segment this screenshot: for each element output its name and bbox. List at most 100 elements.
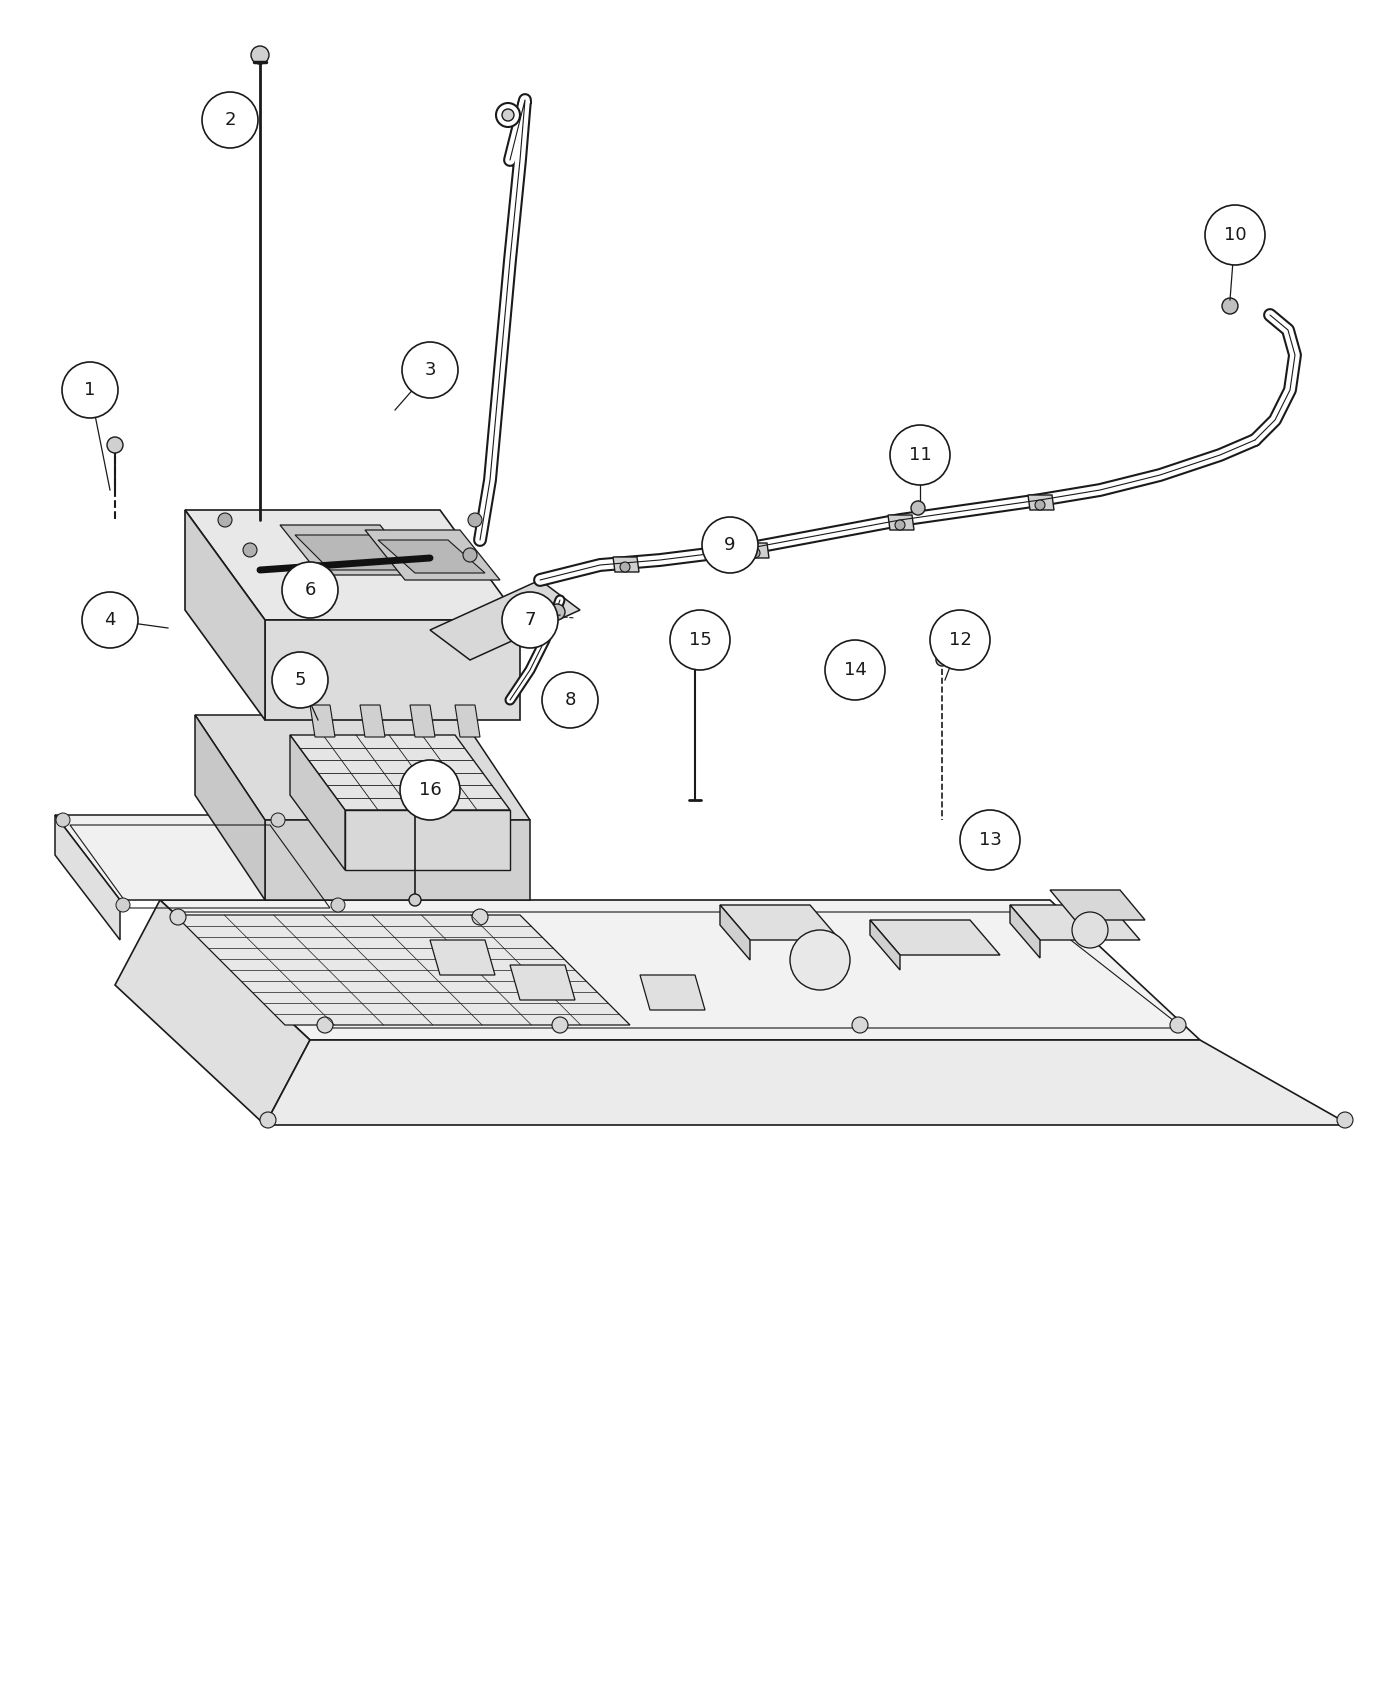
Text: 9: 9	[724, 536, 736, 554]
Circle shape	[409, 894, 421, 906]
Circle shape	[316, 1017, 333, 1034]
Polygon shape	[280, 525, 420, 575]
Circle shape	[890, 425, 951, 484]
Text: 16: 16	[419, 780, 441, 799]
Polygon shape	[613, 558, 638, 571]
Polygon shape	[185, 510, 519, 620]
Circle shape	[960, 809, 1021, 870]
Polygon shape	[743, 542, 769, 558]
Polygon shape	[265, 620, 519, 721]
Text: 4: 4	[104, 610, 116, 629]
Polygon shape	[869, 920, 1000, 955]
Polygon shape	[290, 734, 510, 809]
Polygon shape	[720, 904, 840, 940]
Text: 2: 2	[224, 110, 235, 129]
Polygon shape	[195, 716, 265, 899]
Polygon shape	[378, 541, 484, 573]
Text: 13: 13	[979, 831, 1001, 848]
Circle shape	[463, 547, 477, 563]
Circle shape	[1072, 911, 1107, 949]
Polygon shape	[295, 536, 405, 570]
Text: 7: 7	[524, 610, 536, 629]
Polygon shape	[290, 734, 344, 870]
Text: 1: 1	[84, 381, 95, 400]
Circle shape	[1222, 298, 1238, 314]
Circle shape	[911, 502, 925, 515]
Circle shape	[542, 672, 598, 728]
Circle shape	[1205, 206, 1266, 265]
Polygon shape	[869, 920, 900, 971]
Circle shape	[750, 547, 760, 558]
Circle shape	[218, 513, 232, 527]
Polygon shape	[160, 899, 1200, 1040]
Polygon shape	[265, 1040, 1350, 1125]
Circle shape	[272, 653, 328, 707]
Polygon shape	[365, 530, 500, 580]
Circle shape	[549, 604, 566, 620]
Polygon shape	[185, 510, 265, 721]
Circle shape	[620, 563, 630, 571]
Circle shape	[56, 813, 70, 826]
Polygon shape	[195, 716, 531, 819]
Circle shape	[687, 653, 703, 668]
Polygon shape	[430, 940, 496, 976]
Circle shape	[281, 563, 337, 619]
Circle shape	[251, 46, 269, 65]
Circle shape	[1022, 910, 1037, 925]
Circle shape	[496, 104, 519, 128]
Polygon shape	[265, 819, 531, 899]
Polygon shape	[175, 915, 630, 1025]
Polygon shape	[1050, 891, 1145, 920]
Circle shape	[1170, 1017, 1186, 1034]
Circle shape	[503, 109, 514, 121]
Polygon shape	[410, 706, 435, 738]
Text: 14: 14	[844, 661, 867, 678]
Text: 5: 5	[294, 672, 305, 688]
Circle shape	[260, 1112, 276, 1129]
Circle shape	[106, 437, 123, 452]
Circle shape	[790, 930, 850, 989]
Circle shape	[503, 592, 559, 648]
Circle shape	[552, 1017, 568, 1034]
Polygon shape	[344, 809, 510, 870]
Circle shape	[671, 610, 729, 670]
Circle shape	[330, 898, 344, 911]
Circle shape	[937, 654, 948, 666]
Polygon shape	[720, 904, 750, 960]
Polygon shape	[309, 706, 335, 738]
Circle shape	[202, 92, 258, 148]
Circle shape	[771, 910, 788, 925]
Circle shape	[272, 813, 286, 826]
Polygon shape	[640, 976, 706, 1010]
Circle shape	[930, 610, 990, 670]
Text: 6: 6	[304, 581, 315, 598]
Circle shape	[1035, 500, 1044, 510]
Circle shape	[1337, 1112, 1352, 1129]
Text: 8: 8	[564, 690, 575, 709]
Text: 10: 10	[1224, 226, 1246, 245]
Circle shape	[116, 898, 130, 911]
Polygon shape	[455, 706, 480, 738]
Circle shape	[83, 592, 139, 648]
Circle shape	[468, 513, 482, 527]
Circle shape	[400, 760, 461, 819]
Circle shape	[472, 910, 489, 925]
Polygon shape	[55, 814, 120, 940]
Text: 3: 3	[424, 360, 435, 379]
Circle shape	[722, 554, 738, 570]
Polygon shape	[115, 899, 309, 1125]
Text: 11: 11	[909, 445, 931, 464]
Polygon shape	[1009, 904, 1040, 959]
Circle shape	[895, 520, 904, 530]
Text: 12: 12	[949, 631, 972, 649]
Polygon shape	[430, 580, 580, 660]
Circle shape	[169, 910, 186, 925]
Polygon shape	[55, 814, 344, 899]
Polygon shape	[888, 515, 914, 530]
Polygon shape	[1009, 904, 1140, 940]
Text: 15: 15	[689, 631, 711, 649]
Polygon shape	[360, 706, 385, 738]
Circle shape	[825, 639, 885, 700]
Circle shape	[570, 683, 582, 695]
Circle shape	[853, 1017, 868, 1034]
